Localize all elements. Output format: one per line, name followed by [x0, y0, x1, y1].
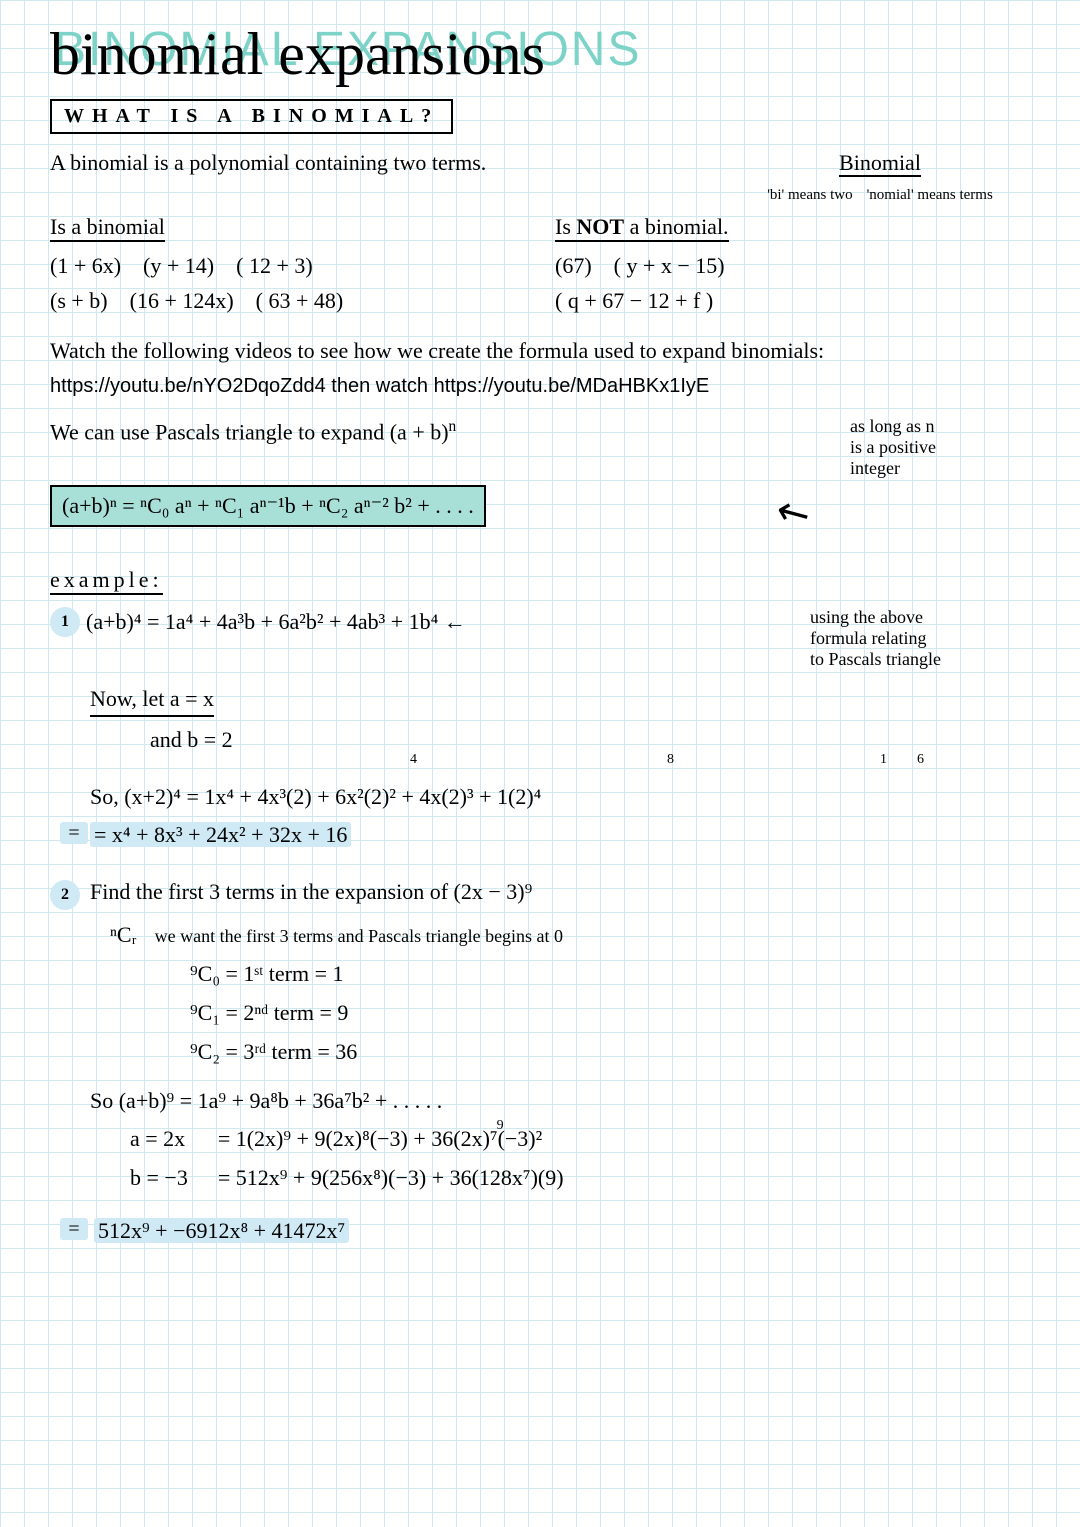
is-binomial-head: Is a binomial: [50, 214, 165, 242]
isnot-row-2: ( q + 67 − 12 + f ): [555, 283, 1030, 318]
example-1-expansion: (a+b)⁴ = 1a⁴ + 4a³b + 6a²b² + 4ab³ + 1b⁴…: [86, 607, 810, 638]
binomial-word: Binomial: [730, 148, 1030, 179]
example-1-sidenote: using the above formula relating to Pasc…: [810, 607, 1030, 670]
arrow-icon: ↖: [767, 484, 820, 541]
c0-line: ⁹C₀ = 1ˢᵗ term = 1: [190, 959, 1030, 990]
c2-line: ⁹C₂ = 3ʳᵈ term = 36: [190, 1037, 1030, 1068]
final-answer: 512x⁹ + −6912x⁸ + 41472x⁷: [94, 1218, 349, 1243]
title-front: binomial expansions: [50, 21, 545, 87]
is-row-1: (1 + 6x) (y + 14) ( 12 + 3): [50, 248, 525, 283]
ncr-note: we want the first 3 terms and Pascals tr…: [155, 926, 563, 946]
pascal-formula: (a+b)ⁿ = ⁿC₀ aⁿ + ⁿC₁ aⁿ⁻¹b + ⁿC₂ aⁿ⁻² b…: [50, 485, 486, 527]
pascal-note: as long as n is a positive integer: [850, 416, 1030, 479]
so-line-1: So, (x+2)⁴ = 1x⁴ + 4x³(2) + 6x²(2)² + 4x…: [90, 782, 1030, 813]
ncr-label: ⁿCᵣ: [110, 922, 137, 947]
example-2-question: Find the first 3 terms in the expansion …: [90, 879, 532, 904]
example-1-bullet: 1: [50, 607, 80, 637]
so-line-2: = x⁴ + 8x³ + 24x² + 32x + 16: [90, 822, 351, 847]
over-9: 9: [497, 1118, 504, 1134]
binomial-columns: Is a binomial (1 + 6x) (y + 14) ( 12 + 3…: [50, 214, 1030, 318]
a-eq: a = 2x: [130, 1124, 188, 1155]
equals-badge-2: =: [60, 1218, 88, 1240]
b-eq: b = −3: [130, 1163, 188, 1194]
definition-text: A binomial is a polynomial containing tw…: [50, 148, 690, 179]
so-ab9: So (a+b)⁹ = 1a⁹ + 9a⁸b + 36a⁷b² + . . . …: [90, 1086, 1030, 1117]
example-heading: example:: [50, 567, 163, 595]
let-a: Now, let a = x: [90, 684, 214, 717]
powers-over: 4 8 16: [410, 752, 1030, 768]
sub-line-2: = 512x⁹ + 9(256x⁸)(−3) + 36(128x⁷)(9): [218, 1163, 564, 1194]
video-links: https://youtu.be/nYO2DqoZdd4 then watch …: [50, 375, 1030, 398]
page-title: BINOMIAL EXPANSIONS binomial expansions: [50, 20, 1030, 89]
sub-line-1: = 1(2x)⁹ + 9(2x)⁸(−3) + 36(2x)⁷(−3)²: [218, 1124, 564, 1155]
nomial-note: 'nomial' means terms: [867, 187, 993, 204]
section-heading: WHAT IS A BINOMIAL?: [50, 99, 453, 134]
pascal-text: We can use Pascals triangle to expand (a…: [50, 416, 850, 448]
isnot-row-1: (67) ( y + x − 15): [555, 248, 1030, 283]
is-row-2: (s + b) (16 + 124x) ( 63 + 48): [50, 283, 525, 318]
video-intro: Watch the following videos to see how we…: [50, 336, 1030, 367]
example-2-bullet: 2: [50, 880, 80, 910]
c1-line: ⁹C₁ = 2ⁿᵈ term = 9: [190, 998, 1030, 1029]
equals-badge-1: =: [60, 822, 88, 844]
bi-note: 'bi' means two: [767, 187, 852, 204]
isnot-binomial-head: Is NOT a binomial.: [555, 214, 729, 242]
